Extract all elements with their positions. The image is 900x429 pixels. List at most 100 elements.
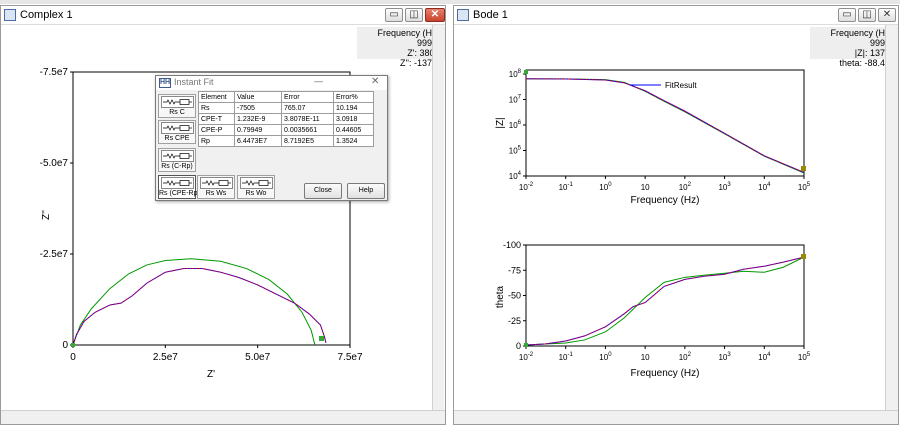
bode-bottom-bar bbox=[454, 410, 898, 424]
dialog-close-icon[interactable]: ✕ bbox=[371, 76, 380, 87]
instant-fit-title-bar[interactable]: HH Instant Fit — ✕ bbox=[156, 76, 387, 90]
bode-scrollbar[interactable] bbox=[885, 25, 898, 410]
circuit-icon bbox=[240, 177, 273, 189]
circuit-icon bbox=[161, 150, 194, 162]
x-tick-label: 7.5e7 bbox=[337, 352, 362, 363]
complex-scrollbar[interactable] bbox=[432, 25, 444, 410]
y-tick-label: -7.5e7 bbox=[40, 67, 69, 78]
close-icon: ✕ bbox=[430, 9, 440, 20]
table-cell[interactable]: CPE-T bbox=[198, 113, 235, 125]
y-tick-label: 0 bbox=[516, 341, 521, 351]
table-cell[interactable]: -7505 bbox=[234, 102, 282, 114]
x-tick-label: 5.0e7 bbox=[245, 352, 270, 363]
close-button[interactable]: ✕ bbox=[425, 8, 445, 22]
table-cell[interactable]: 3.0918 bbox=[333, 113, 374, 125]
bode-window[interactable]: Bode 1 ▭ ◫ ✕ Frequency (Hz): 99950 |Z|: … bbox=[453, 5, 899, 425]
table-cell[interactable]: Rs bbox=[198, 102, 235, 114]
x-tick-label: 104 bbox=[758, 182, 771, 192]
close-button[interactable]: ✕ bbox=[878, 8, 896, 22]
instant-fit-title: Instant Fit bbox=[174, 77, 214, 87]
x-tick-label: 10-2 bbox=[519, 352, 534, 362]
complex-data-points bbox=[72, 268, 327, 346]
readout-frequency: Frequency (Hz): 99950 bbox=[377, 28, 442, 48]
restore-button[interactable]: ◫ bbox=[405, 8, 423, 22]
close-icon: ✕ bbox=[882, 9, 892, 20]
table-cell[interactable]: 0.0035661 bbox=[281, 124, 334, 136]
y-tick-label: 106 bbox=[509, 120, 522, 130]
model-button[interactable]: Rs Wo bbox=[237, 175, 275, 199]
minimize-button[interactable]: ▭ bbox=[838, 8, 856, 22]
table-cell[interactable]: 1.3524 bbox=[333, 135, 374, 147]
model-button[interactable]: Rs CPE bbox=[158, 120, 196, 144]
table-cell[interactable]: 765.07 bbox=[281, 102, 334, 114]
table-cell[interactable]: 8.7192E5 bbox=[281, 135, 334, 147]
table-cell[interactable]: Rp bbox=[198, 135, 235, 147]
complex-end-marker bbox=[319, 336, 324, 341]
x-tick-label: 100 bbox=[599, 182, 612, 192]
bode-phase-fit-curve bbox=[525, 256, 805, 346]
y-tick-label: -25 bbox=[508, 316, 521, 326]
dialog-minimize-button[interactable]: — bbox=[314, 76, 323, 86]
complex-ylabel: Z'' bbox=[41, 210, 52, 220]
table-header-row: Element Value Error Error% bbox=[198, 91, 374, 103]
x-tick-label: 10-1 bbox=[559, 182, 574, 192]
bode-mag-data-points bbox=[525, 78, 805, 173]
x-tick-label: 0 bbox=[70, 352, 76, 363]
table-cell[interactable]: 3.8078E-11 bbox=[281, 113, 334, 125]
y-tick-label: -2.5e7 bbox=[40, 249, 69, 260]
model-button[interactable]: Rs (C-Rp) bbox=[158, 148, 196, 172]
bode-mag-data-curve bbox=[525, 78, 805, 173]
minimize-button[interactable]: ▭ bbox=[385, 8, 403, 22]
table-cell[interactable]: CPE-P bbox=[198, 124, 235, 136]
top-strip bbox=[0, 0, 900, 4]
readout-frequency: Frequency (Hz): 99950 bbox=[830, 28, 895, 48]
complex-xlabel: Z' bbox=[207, 369, 215, 380]
model-button[interactable]: Rs (CPE-Rp) bbox=[158, 175, 200, 199]
window-icon bbox=[4, 9, 16, 21]
y-tick-label: 104 bbox=[509, 171, 522, 181]
y-tick-label: 108 bbox=[509, 69, 522, 79]
table-row: Rp 6.4473E7 8.7192E5 1.3524 bbox=[198, 135, 374, 147]
readout-zreal: Z': 380.6 bbox=[407, 48, 442, 58]
y-tick-label: 105 bbox=[509, 146, 522, 156]
minimize-icon: ▭ bbox=[842, 9, 852, 20]
model-label: Rs CPE bbox=[164, 135, 190, 142]
y-tick-label: -75 bbox=[508, 265, 521, 275]
bode-mag-fit-curve bbox=[525, 78, 805, 174]
table-cell[interactable]: 0.44605 bbox=[333, 124, 374, 136]
table-cell[interactable]: 6.4473E7 bbox=[234, 135, 282, 147]
table-cell[interactable]: 1.232E-9 bbox=[234, 113, 282, 125]
circuit-icon bbox=[161, 122, 194, 134]
help-button[interactable]: Help bbox=[347, 183, 385, 199]
model-button[interactable]: Rs C bbox=[158, 94, 196, 118]
table-header-cell: Value bbox=[234, 91, 282, 103]
y-tick-label: -100 bbox=[503, 240, 521, 250]
close-button[interactable]: Close bbox=[304, 183, 342, 199]
model-label: Rs C bbox=[169, 109, 185, 116]
table-cell[interactable]: 10.194 bbox=[333, 102, 374, 114]
y-tick-label: -50 bbox=[508, 291, 521, 301]
model-button[interactable]: Rs Ws bbox=[197, 175, 235, 199]
x-tick-label: 105 bbox=[798, 352, 811, 362]
restore-button[interactable]: ◫ bbox=[858, 8, 876, 22]
bode-title-bar[interactable]: Bode 1 ▭ ◫ ✕ bbox=[454, 6, 898, 25]
x-tick-label: 10 bbox=[641, 183, 650, 192]
x-tick-label: 10-2 bbox=[519, 182, 534, 192]
complex-window-title: Complex 1 bbox=[20, 9, 73, 21]
table-row: Rs -7505 765.07 10.194 bbox=[198, 102, 374, 114]
bode-phase-xlabel: Frequency (Hz) bbox=[631, 368, 700, 379]
table-row: CPE-P 0.79949 0.0035661 0.44605 bbox=[198, 124, 374, 136]
table-cell[interactable]: 0.79949 bbox=[234, 124, 282, 136]
x-tick-label: 103 bbox=[718, 182, 731, 192]
y-tick-label: -5.0e7 bbox=[40, 158, 69, 169]
complex-title-bar[interactable]: Complex 1 ▭ ◫ ✕ bbox=[1, 6, 445, 25]
mag-end-marker bbox=[801, 166, 806, 171]
instant-fit-icon: HH bbox=[159, 78, 171, 88]
model-label: Rs (CPE-Rp) bbox=[159, 190, 200, 197]
parameter-table: Element Value Error Error% Rs -7505 765.07 10.1… bbox=[198, 91, 374, 147]
restore-icon: ◫ bbox=[409, 9, 419, 20]
circuit-icon bbox=[200, 177, 233, 189]
y-tick-label: 107 bbox=[509, 95, 522, 105]
